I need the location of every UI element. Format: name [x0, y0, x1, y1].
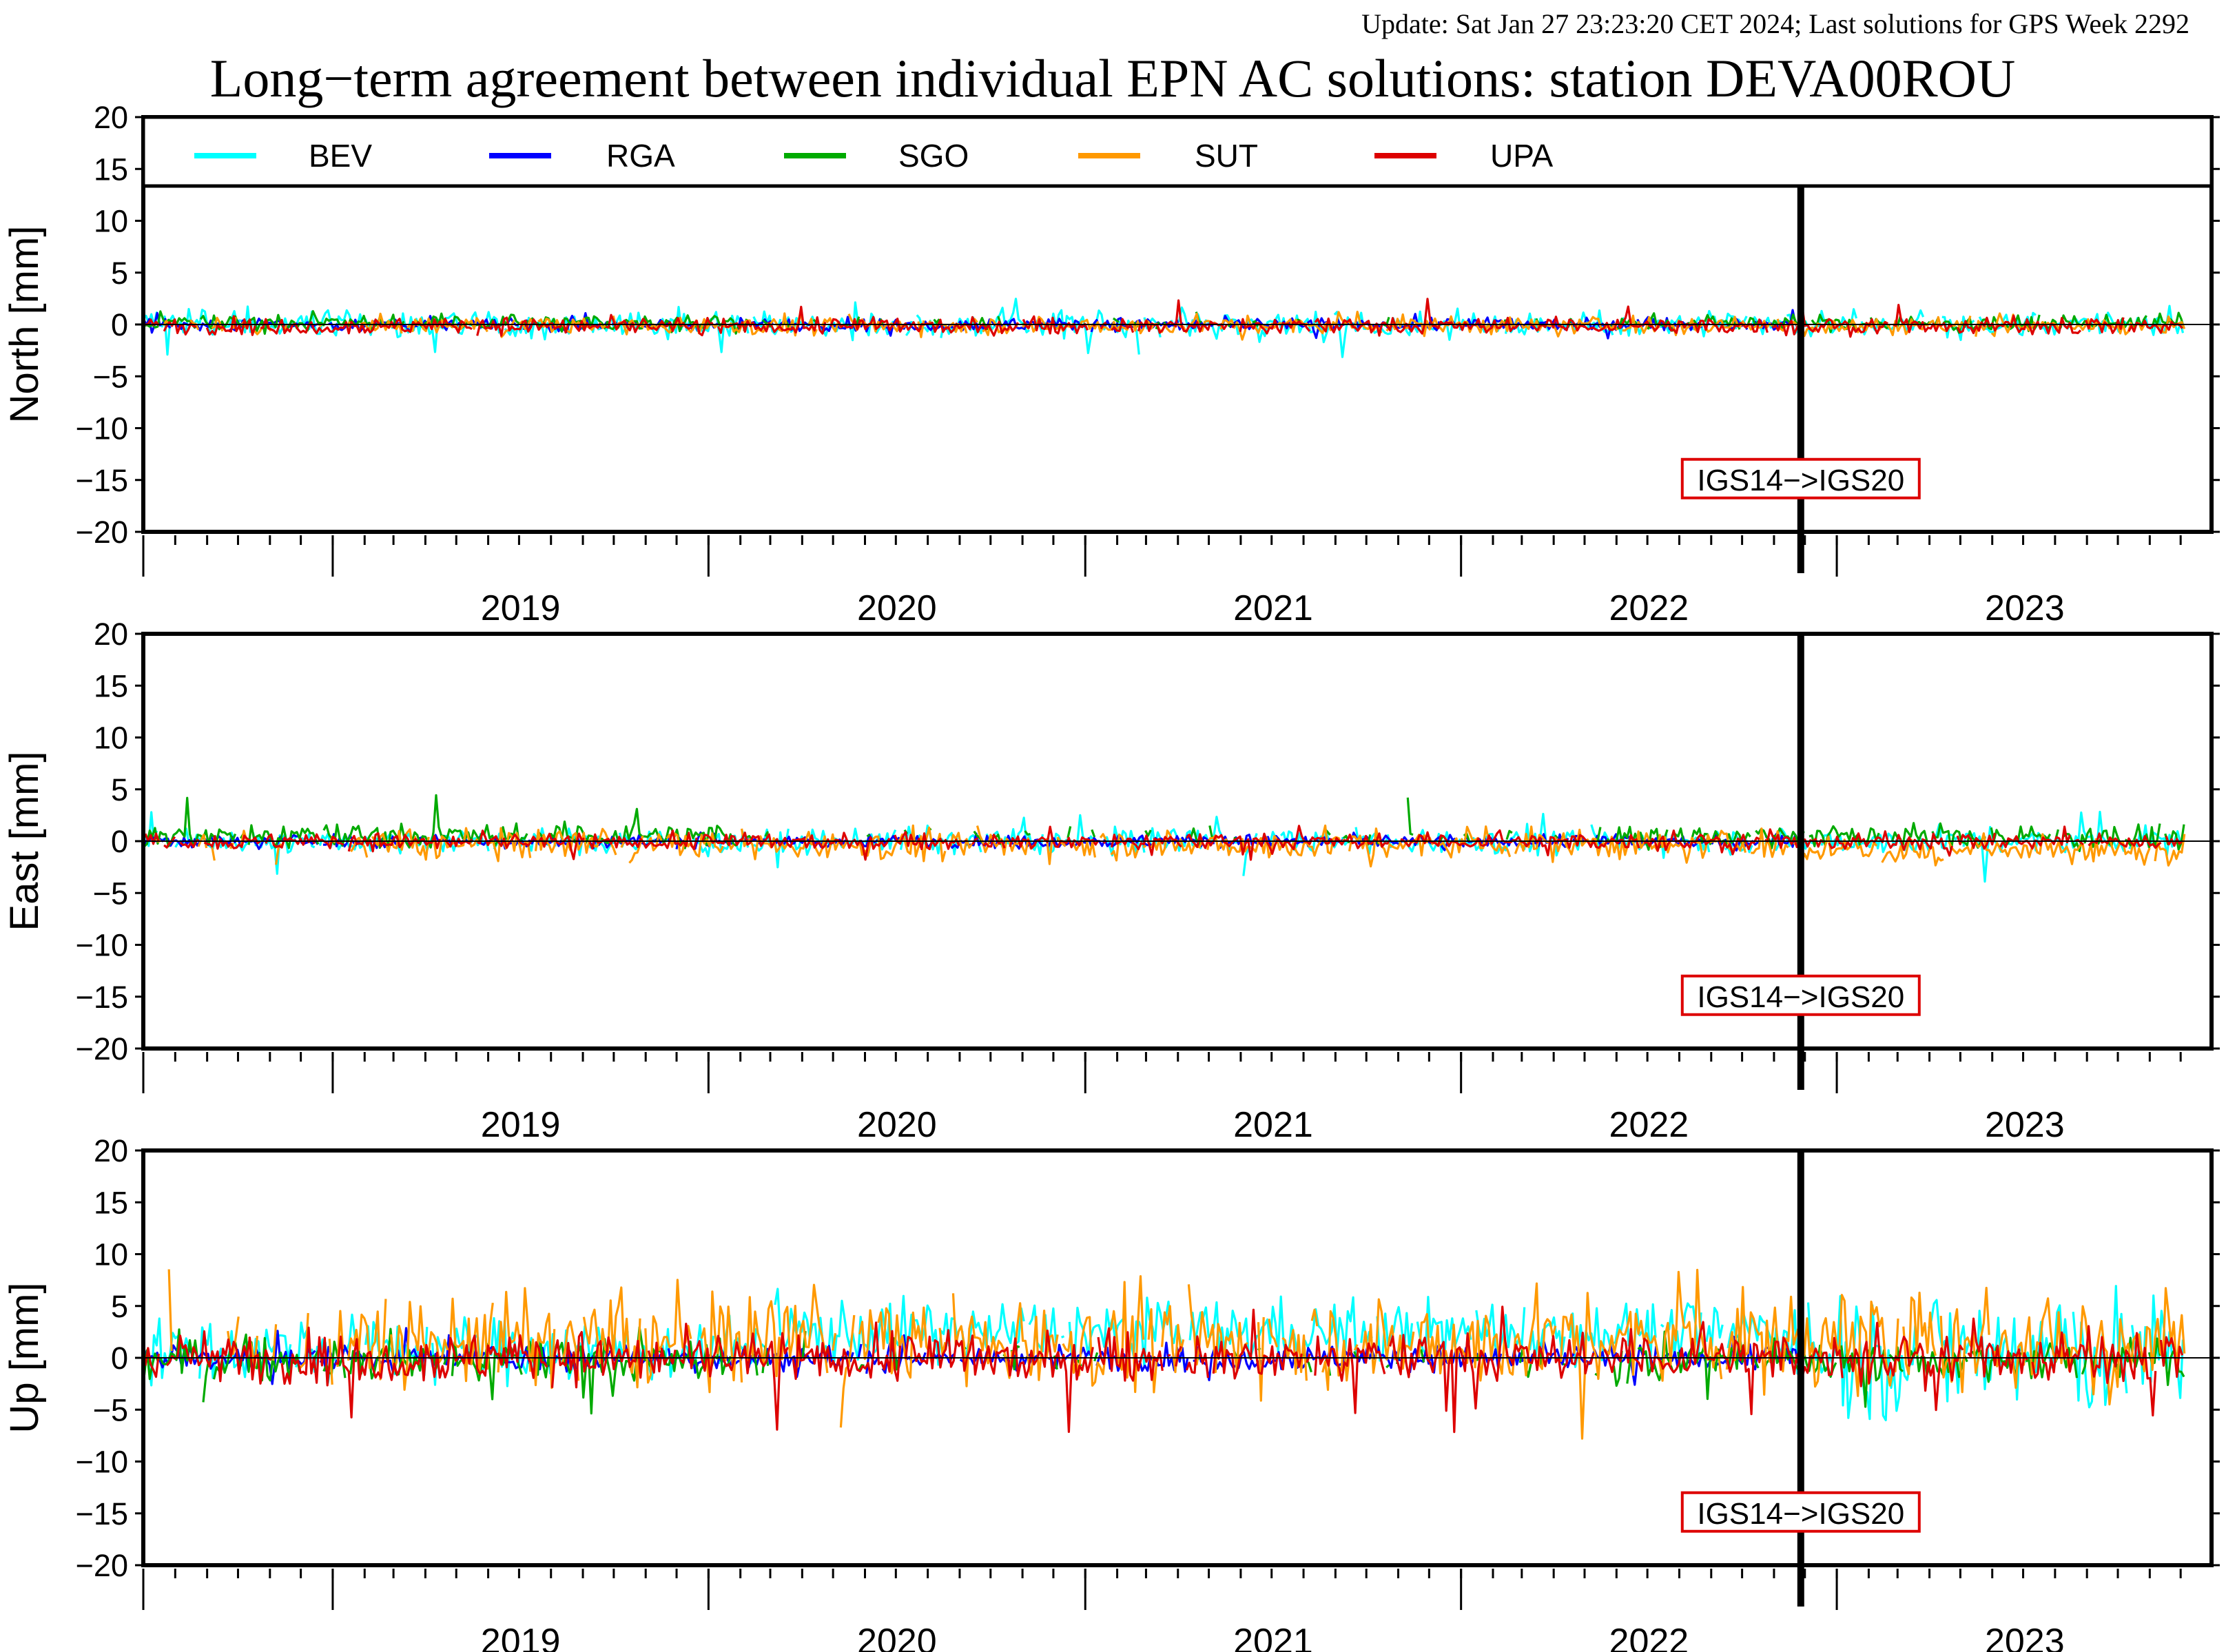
plot-frame [141, 632, 2214, 1051]
x-year-label: 2023 [1985, 1622, 2065, 1652]
series-upa-line [145, 298, 2183, 338]
y-tick-label: −20 [76, 515, 128, 550]
panel-3: 20 15 10 5 0 −5 −10 −15 −20 Up [mm] IGS14−>IGS20 20… [2, 1133, 2220, 1652]
y-tick-label: 20 [94, 1133, 128, 1168]
y-axis-label: East [mm] [2, 751, 47, 931]
event-label-box [1680, 974, 1921, 1016]
y-tick-label: 10 [94, 1237, 128, 1272]
x-year-label: 2021 [1233, 588, 1313, 628]
x-year-label: 2020 [857, 1105, 937, 1145]
y-tick-label: −15 [76, 463, 128, 498]
x-year-label: 2019 [481, 588, 561, 628]
event-label: IGS14−>IGS20 [1697, 1497, 1904, 1531]
y-tick-label: −15 [76, 980, 128, 1015]
y-tick-label: −5 [93, 1392, 128, 1427]
panel-2: 20 15 10 5 0 −5 −10 −15 −20 East [mm] IGS14−>IGS20… [2, 617, 2220, 1145]
legend-label-bev: BEV [309, 138, 372, 174]
y-tick-label: 20 [94, 617, 128, 652]
x-year-label: 2022 [1609, 1105, 1689, 1145]
legend-label-sgo: SGO [898, 138, 969, 174]
x-year-label: 2022 [1609, 588, 1689, 628]
y-tick-label: −10 [76, 1445, 128, 1480]
y-axis-label: North [mm] [2, 226, 47, 424]
y-tick-label: −5 [93, 876, 128, 911]
x-year-label: 2021 [1233, 1622, 1313, 1652]
y-tick-label: −10 [76, 411, 128, 446]
event-label: IGS14−>IGS20 [1697, 464, 1904, 497]
x-year-label: 2023 [1985, 588, 2065, 628]
event-label: IGS14−>IGS20 [1697, 980, 1904, 1014]
y-tick-label: −20 [76, 1031, 128, 1066]
y-tick-label: 15 [94, 668, 128, 703]
y-tick-label: −20 [76, 1548, 128, 1583]
plot-frame [141, 1148, 2214, 1567]
event-label-box [1680, 1491, 1921, 1533]
x-year-label: 2019 [481, 1622, 561, 1652]
y-tick-label: −10 [76, 928, 128, 963]
y-tick-label: 20 [94, 100, 128, 135]
event-label-box [1680, 457, 1921, 499]
y-tick-label: 0 [111, 307, 128, 342]
y-tick-label: 10 [94, 721, 128, 756]
y-axis-label: Up [mm] [2, 1282, 47, 1433]
update-text: Update: Sat Jan 27 23:23:20 CET 2024; La… [1361, 8, 2189, 39]
y-tick-label: 10 [94, 204, 128, 239]
panel-1: 20 15 10 5 0 −5 −10 −15 −20 North [mm] IGS14−>IGS2… [2, 100, 2220, 628]
y-tick-label: 15 [94, 1185, 128, 1220]
panels: 20 15 10 5 0 −5 −10 −15 −20 North [mm] IGS14−>IGS2… [2, 100, 2220, 1652]
y-tick-label: 15 [94, 152, 128, 187]
chart-title: Long−term agreement between individual E… [210, 48, 2016, 108]
x-year-label: 2019 [481, 1105, 561, 1145]
y-tick-label: −5 [93, 359, 128, 394]
x-year-label: 2022 [1609, 1622, 1689, 1652]
y-tick-label: −15 [76, 1496, 128, 1531]
legend-label-rga: RGA [606, 138, 675, 174]
y-tick-label: 5 [111, 772, 128, 807]
y-tick-label: 5 [111, 1289, 128, 1324]
x-year-label: 2020 [857, 1622, 937, 1652]
y-tick-label: 0 [111, 1341, 128, 1376]
legend-label-sut: SUT [1195, 138, 1258, 174]
x-year-label: 2020 [857, 588, 937, 628]
x-year-label: 2023 [1985, 1105, 2065, 1145]
legend-box [141, 115, 2214, 188]
y-tick-label: 5 [111, 256, 128, 291]
legend-label-upa: UPA [1490, 138, 1553, 174]
x-year-label: 2021 [1233, 1105, 1313, 1145]
y-tick-label: 0 [111, 824, 128, 859]
